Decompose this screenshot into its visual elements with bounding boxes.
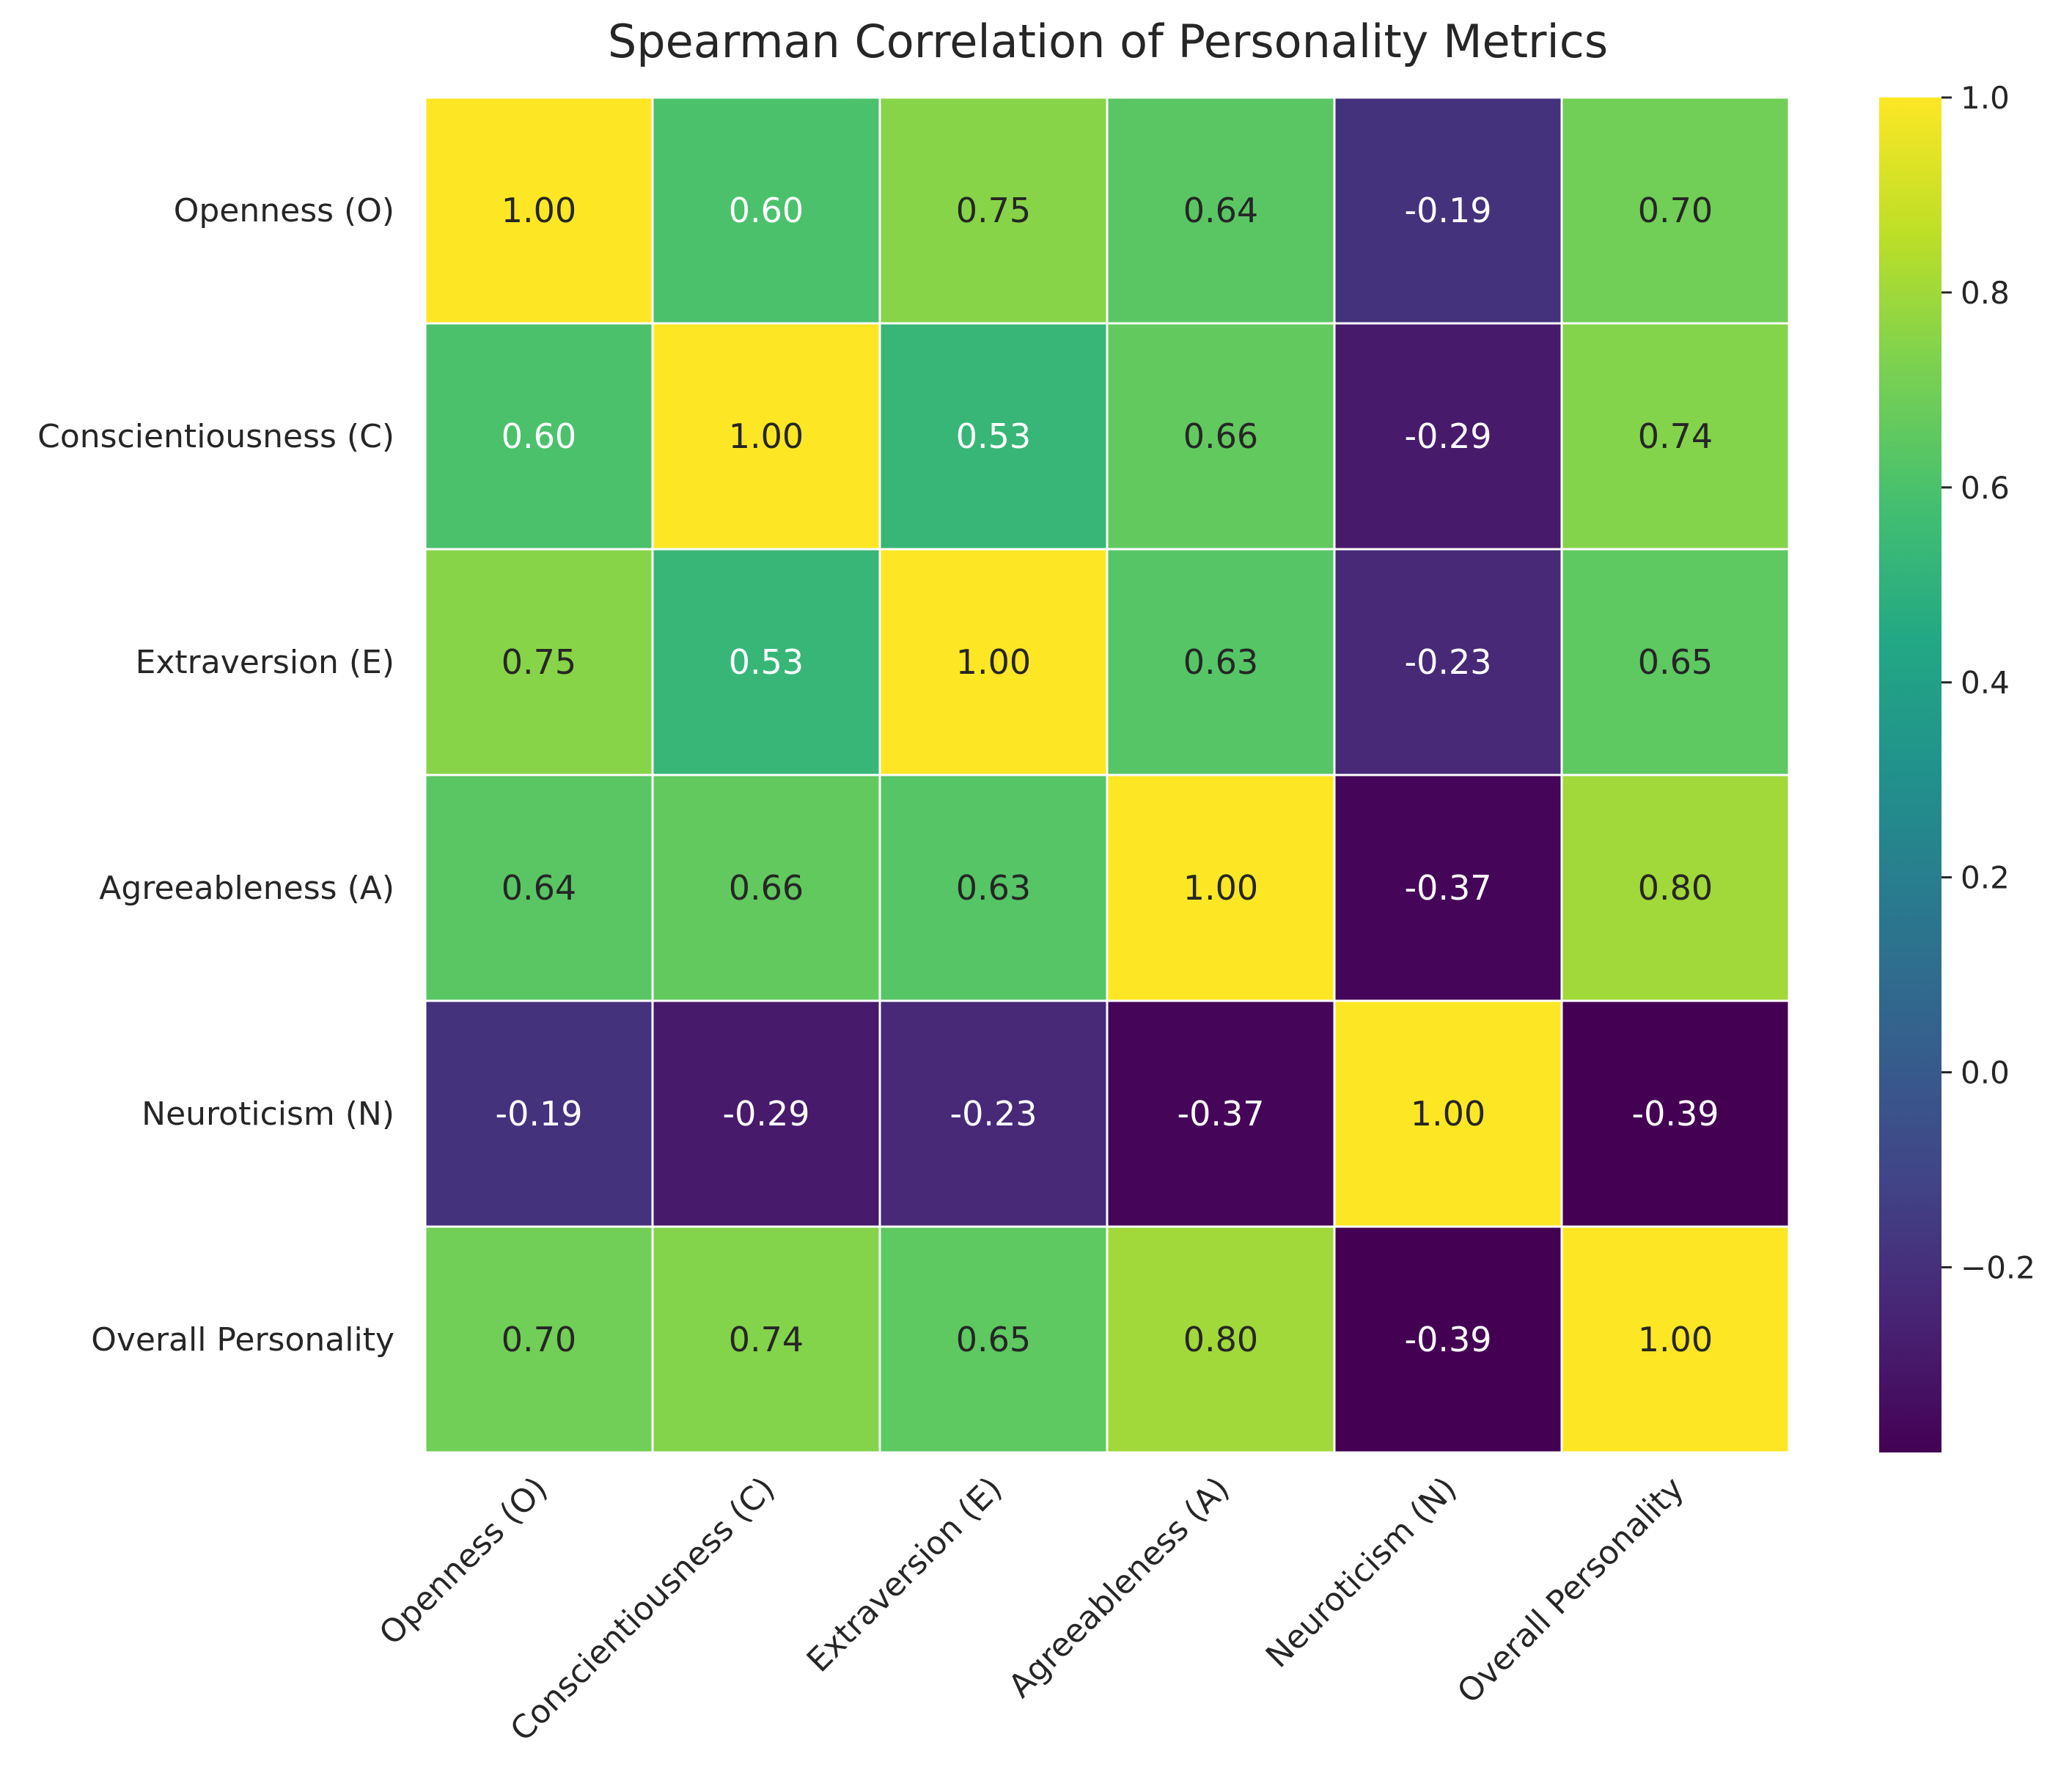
row-label-3: Agreeableness (A) bbox=[99, 870, 394, 907]
cell-value-2-5: 0.65 bbox=[1638, 642, 1713, 682]
col-labels: Openness (O)Conscientiousness (C) Extrave… bbox=[372, 1470, 1691, 1749]
heatmap-cell-1-3 bbox=[1106, 322, 1336, 551]
chart-title: Spearman Correlation of Personality Metr… bbox=[608, 15, 1608, 68]
cell-value-1-0: 0.60 bbox=[502, 416, 576, 456]
heatmap-cell-0-2 bbox=[878, 96, 1109, 325]
heatmap-cell-0-3 bbox=[1106, 96, 1336, 325]
col-label-3: Agreeableness (A) bbox=[1002, 1470, 1237, 1705]
col-label-4: Neuroticism (N) bbox=[1259, 1470, 1464, 1675]
heatmap-cell-0-4 bbox=[1333, 96, 1563, 325]
cell-value-0-0: 1.00 bbox=[502, 191, 576, 230]
colorbar-tick-label-1: 0.0 bbox=[1961, 1054, 2010, 1090]
heatmap-cell-0-0 bbox=[424, 96, 654, 325]
cell-value-5-3: 0.80 bbox=[1183, 1320, 1258, 1359]
col-label-5: Overall Personality bbox=[1450, 1470, 1691, 1711]
col-label-2: Extraversion (E) bbox=[800, 1470, 1010, 1680]
row-label-0: Openness (O) bbox=[174, 192, 394, 229]
colorbar: −0.2 0.0 0.2 0.4 0.6 0.8 1.0 bbox=[1879, 80, 2035, 1452]
cell-value-1-5: 0.74 bbox=[1638, 416, 1713, 456]
colorbar-tick-label-0: −0.2 bbox=[1961, 1249, 2035, 1285]
colorbar-tick-label-6: 1.0 bbox=[1961, 80, 2010, 116]
heatmap-cell-4-5 bbox=[1560, 999, 1790, 1228]
heatmap-cell-0-1 bbox=[651, 96, 881, 325]
cell-value-1-2: 0.53 bbox=[956, 416, 1031, 456]
heatmap-cell-0-5 bbox=[1560, 96, 1790, 325]
row-label-2: Extraversion (E) bbox=[136, 644, 394, 681]
heatmap-cell-3-2 bbox=[878, 774, 1109, 1002]
cell-value-0-3: 0.64 bbox=[1183, 191, 1258, 230]
colorbar-tick-label-5: 0.8 bbox=[1961, 275, 2010, 311]
cell-value-3-3: 1.00 bbox=[1183, 868, 1258, 908]
cell-value-4-5: -0.39 bbox=[1631, 1094, 1719, 1134]
row-labels: Openness (O) Conscientiousness (C) Extrave… bbox=[37, 192, 394, 1359]
heatmap-cell-2-4 bbox=[1333, 548, 1563, 776]
col-label-1: Conscientiousness (C) bbox=[503, 1470, 782, 1749]
heatmap-cell-2-1 bbox=[651, 548, 881, 776]
heatmap-cell-4-3 bbox=[1106, 999, 1336, 1228]
cell-value-2-1: 0.53 bbox=[729, 642, 804, 682]
cell-value-3-4: -0.37 bbox=[1404, 868, 1491, 908]
cell-value-1-1: 1.00 bbox=[729, 416, 804, 456]
heatmap-cell-3-5 bbox=[1560, 774, 1790, 1002]
heatmap-cell-4-4 bbox=[1333, 999, 1563, 1228]
col-label-0: Openness (O) bbox=[372, 1470, 555, 1653]
cell-value-2-0: 0.75 bbox=[502, 642, 576, 682]
cell-value-0-2: 0.75 bbox=[956, 191, 1031, 230]
cell-value-5-0: 0.70 bbox=[502, 1320, 576, 1359]
heatmap-cell-5-3 bbox=[1106, 1225, 1336, 1454]
heatmap-cell-3-4 bbox=[1333, 774, 1563, 1002]
heatmap-cell-5-0 bbox=[424, 1225, 654, 1454]
cell-value-0-4: -0.19 bbox=[1404, 191, 1491, 230]
heatmap-cell-2-3 bbox=[1106, 548, 1336, 776]
row-label-5: Overall Personality bbox=[91, 1321, 394, 1359]
heatmap-cell-4-0 bbox=[424, 999, 654, 1228]
heatmap-cell-2-0 bbox=[424, 548, 654, 776]
cell-value-5-5: 1.00 bbox=[1638, 1320, 1713, 1359]
cell-value-3-2: 0.63 bbox=[956, 868, 1031, 908]
cell-value-4-1: -0.29 bbox=[722, 1094, 809, 1134]
row-label-1: Conscientiousness (C) bbox=[37, 418, 394, 455]
colorbar-tick-label-4: 0.6 bbox=[1961, 470, 2010, 506]
cell-value-2-3: 0.63 bbox=[1183, 642, 1258, 682]
cell-value-0-1: 0.60 bbox=[729, 191, 804, 230]
cell-value-4-4: 1.00 bbox=[1411, 1094, 1485, 1134]
cell-value-3-1: 0.66 bbox=[729, 868, 804, 908]
cell-value-2-4: -0.23 bbox=[1404, 642, 1491, 682]
cell-value-4-2: -0.23 bbox=[949, 1094, 1037, 1134]
heatmap-cell-1-1 bbox=[651, 322, 881, 551]
cell-value-0-5: 0.70 bbox=[1638, 191, 1713, 230]
colorbar-tick-label-3: 0.4 bbox=[1961, 665, 2010, 701]
heatmap-cell-2-2 bbox=[878, 548, 1109, 776]
colorbar-gradient bbox=[1879, 98, 1941, 1452]
heatmap-cell-1-5 bbox=[1560, 322, 1790, 551]
cell-value-5-4: -0.39 bbox=[1404, 1320, 1491, 1359]
heatmap-cell-4-2 bbox=[878, 999, 1109, 1228]
heatmap-cell-3-0 bbox=[424, 774, 654, 1002]
cell-value-3-0: 0.64 bbox=[502, 868, 576, 908]
heatmap-cell-2-5 bbox=[1560, 548, 1790, 776]
cell-value-2-2: 1.00 bbox=[956, 642, 1031, 682]
cell-value-4-3: -0.37 bbox=[1177, 1094, 1264, 1134]
cell-value-5-1: 0.74 bbox=[729, 1320, 804, 1359]
cell-value-1-4: -0.29 bbox=[1404, 416, 1491, 456]
cell-value-3-5: 0.80 bbox=[1638, 868, 1713, 908]
cell-value-5-2: 0.65 bbox=[956, 1320, 1031, 1359]
colorbar-tick-label-2: 0.2 bbox=[1961, 860, 2010, 896]
row-label-4: Neuroticism (N) bbox=[142, 1095, 394, 1133]
heatmap-cell-3-1 bbox=[651, 774, 881, 1002]
cell-value-4-0: -0.19 bbox=[495, 1094, 582, 1134]
heatmap-cells: 1.00 0.60 0.75 0.64 -0.19 0.70 0.60 1.00 0.53 0.6… bbox=[424, 96, 1790, 1454]
heatmap-cell-5-5 bbox=[1560, 1225, 1790, 1454]
heatmap-cell-3-3 bbox=[1106, 774, 1336, 1002]
cell-value-1-3: 0.66 bbox=[1183, 416, 1258, 456]
heatmap-cell-5-4 bbox=[1333, 1225, 1563, 1454]
